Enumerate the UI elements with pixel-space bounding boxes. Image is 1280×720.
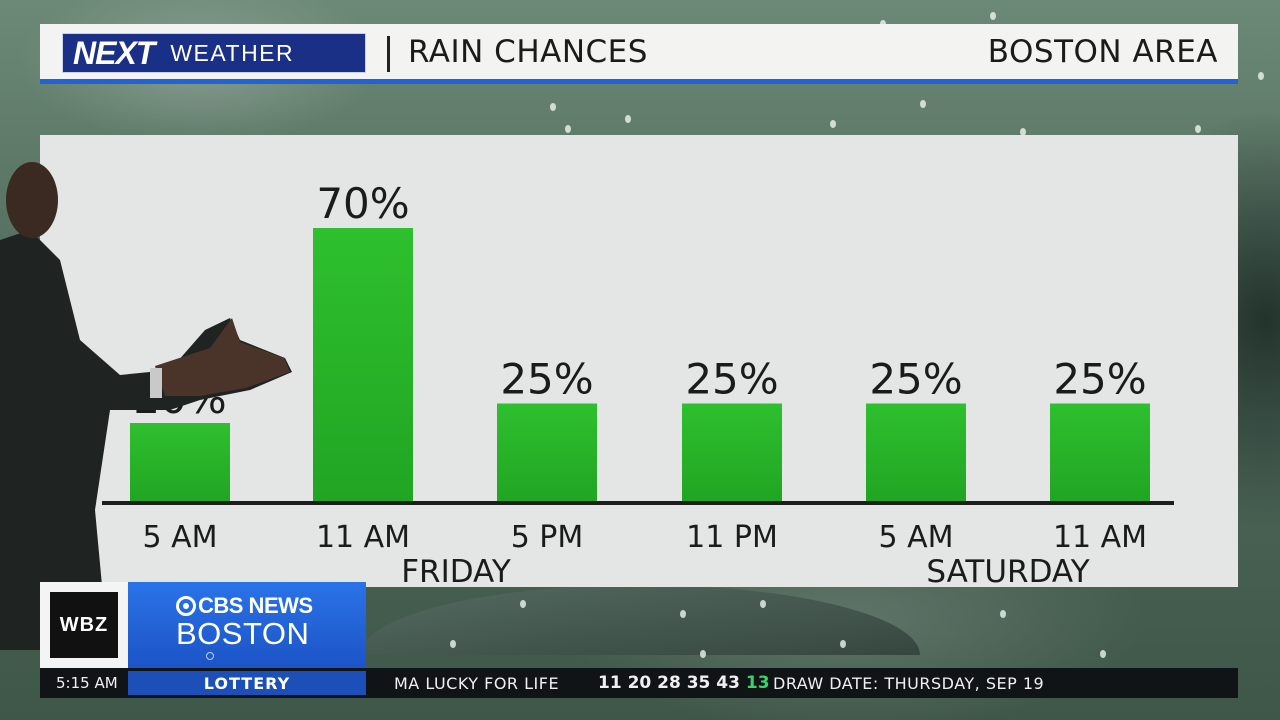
raindrop [625,115,631,123]
bar-value-label-1: 70% [316,179,409,228]
next-weather-logo: NEXT WEATHER [62,33,366,73]
graphic-header: NEXT WEATHER RAIN CHANCES BOSTON AREA [40,24,1238,84]
bar-value-label-2: 25% [500,355,593,404]
cbs-eye-icon [176,596,196,616]
lottery-numbers: 11 20 28 35 43 [598,673,740,693]
raindrop [1000,610,1006,618]
raindrop [550,103,556,111]
raindrop [920,100,926,108]
cbs-news-boston-logo: CBS NEWS BOSTON [128,582,366,668]
raindrop [760,600,766,608]
header-divider [387,36,390,72]
raindrop [990,12,996,20]
network-name: CBS NEWS [198,593,313,618]
raindrop [840,640,846,648]
category-label-1: 11 AM [316,520,410,555]
bar-value-label-5: 25% [1053,355,1146,404]
station-logo: WBZ [40,582,128,668]
raindrop [1195,125,1201,133]
page-title: RAIN CHANCES [408,34,648,70]
brand-next: NEXT [73,34,155,71]
category-label-5: 11 AM [1053,520,1147,555]
ticker-game: MA LUCKY FOR LIFE [394,674,560,693]
bar-3 [682,403,782,501]
bar-1 [313,228,413,501]
location-label: BOSTON AREA [987,34,1218,70]
bar-0 [130,423,230,501]
bar-value-label-3: 25% [685,355,778,404]
brand-weather: WEATHER [170,39,295,66]
ticker-numbers: 11 20 28 35 43 13 [598,673,770,693]
dot-icon [206,652,214,660]
day-group-label-1: SATURDAY [926,554,1089,587]
raindrop [700,650,706,658]
chart-baseline [102,501,1174,505]
ticker-time: 5:15 AM [56,674,118,692]
raindrop [680,610,686,618]
raindrop [565,125,571,133]
raindrop [1100,650,1106,658]
news-ticker: 5:15 AM LOTTERY MA LUCKY FOR LIFE 11 20 … [40,668,1238,698]
category-label-4: 5 AM [878,520,953,555]
raindrop [1258,72,1264,80]
category-label-3: 11 PM [686,520,778,555]
raindrop [830,120,836,128]
category-label-2: 5 PM [511,520,584,555]
city-name: BOSTON [176,616,310,651]
bar-2 [497,403,597,501]
lottery-bonus: 13 [745,673,770,693]
day-group-label-0: FRIDAY [401,554,511,587]
bar-5 [1050,403,1150,501]
wbz-label: WBZ [50,592,118,658]
presenter-silhouette [0,162,292,650]
bar-4 [866,403,966,501]
raindrop [450,640,456,648]
ticker-category: LOTTERY [128,671,366,695]
raindrop [1020,128,1026,136]
ticker-draw-date: DRAW DATE: THURSDAY, SEP 19 [773,674,1045,693]
category-label-0: 5 AM [142,520,217,555]
raindrop [520,600,526,608]
bar-value-label-4: 25% [869,355,962,404]
